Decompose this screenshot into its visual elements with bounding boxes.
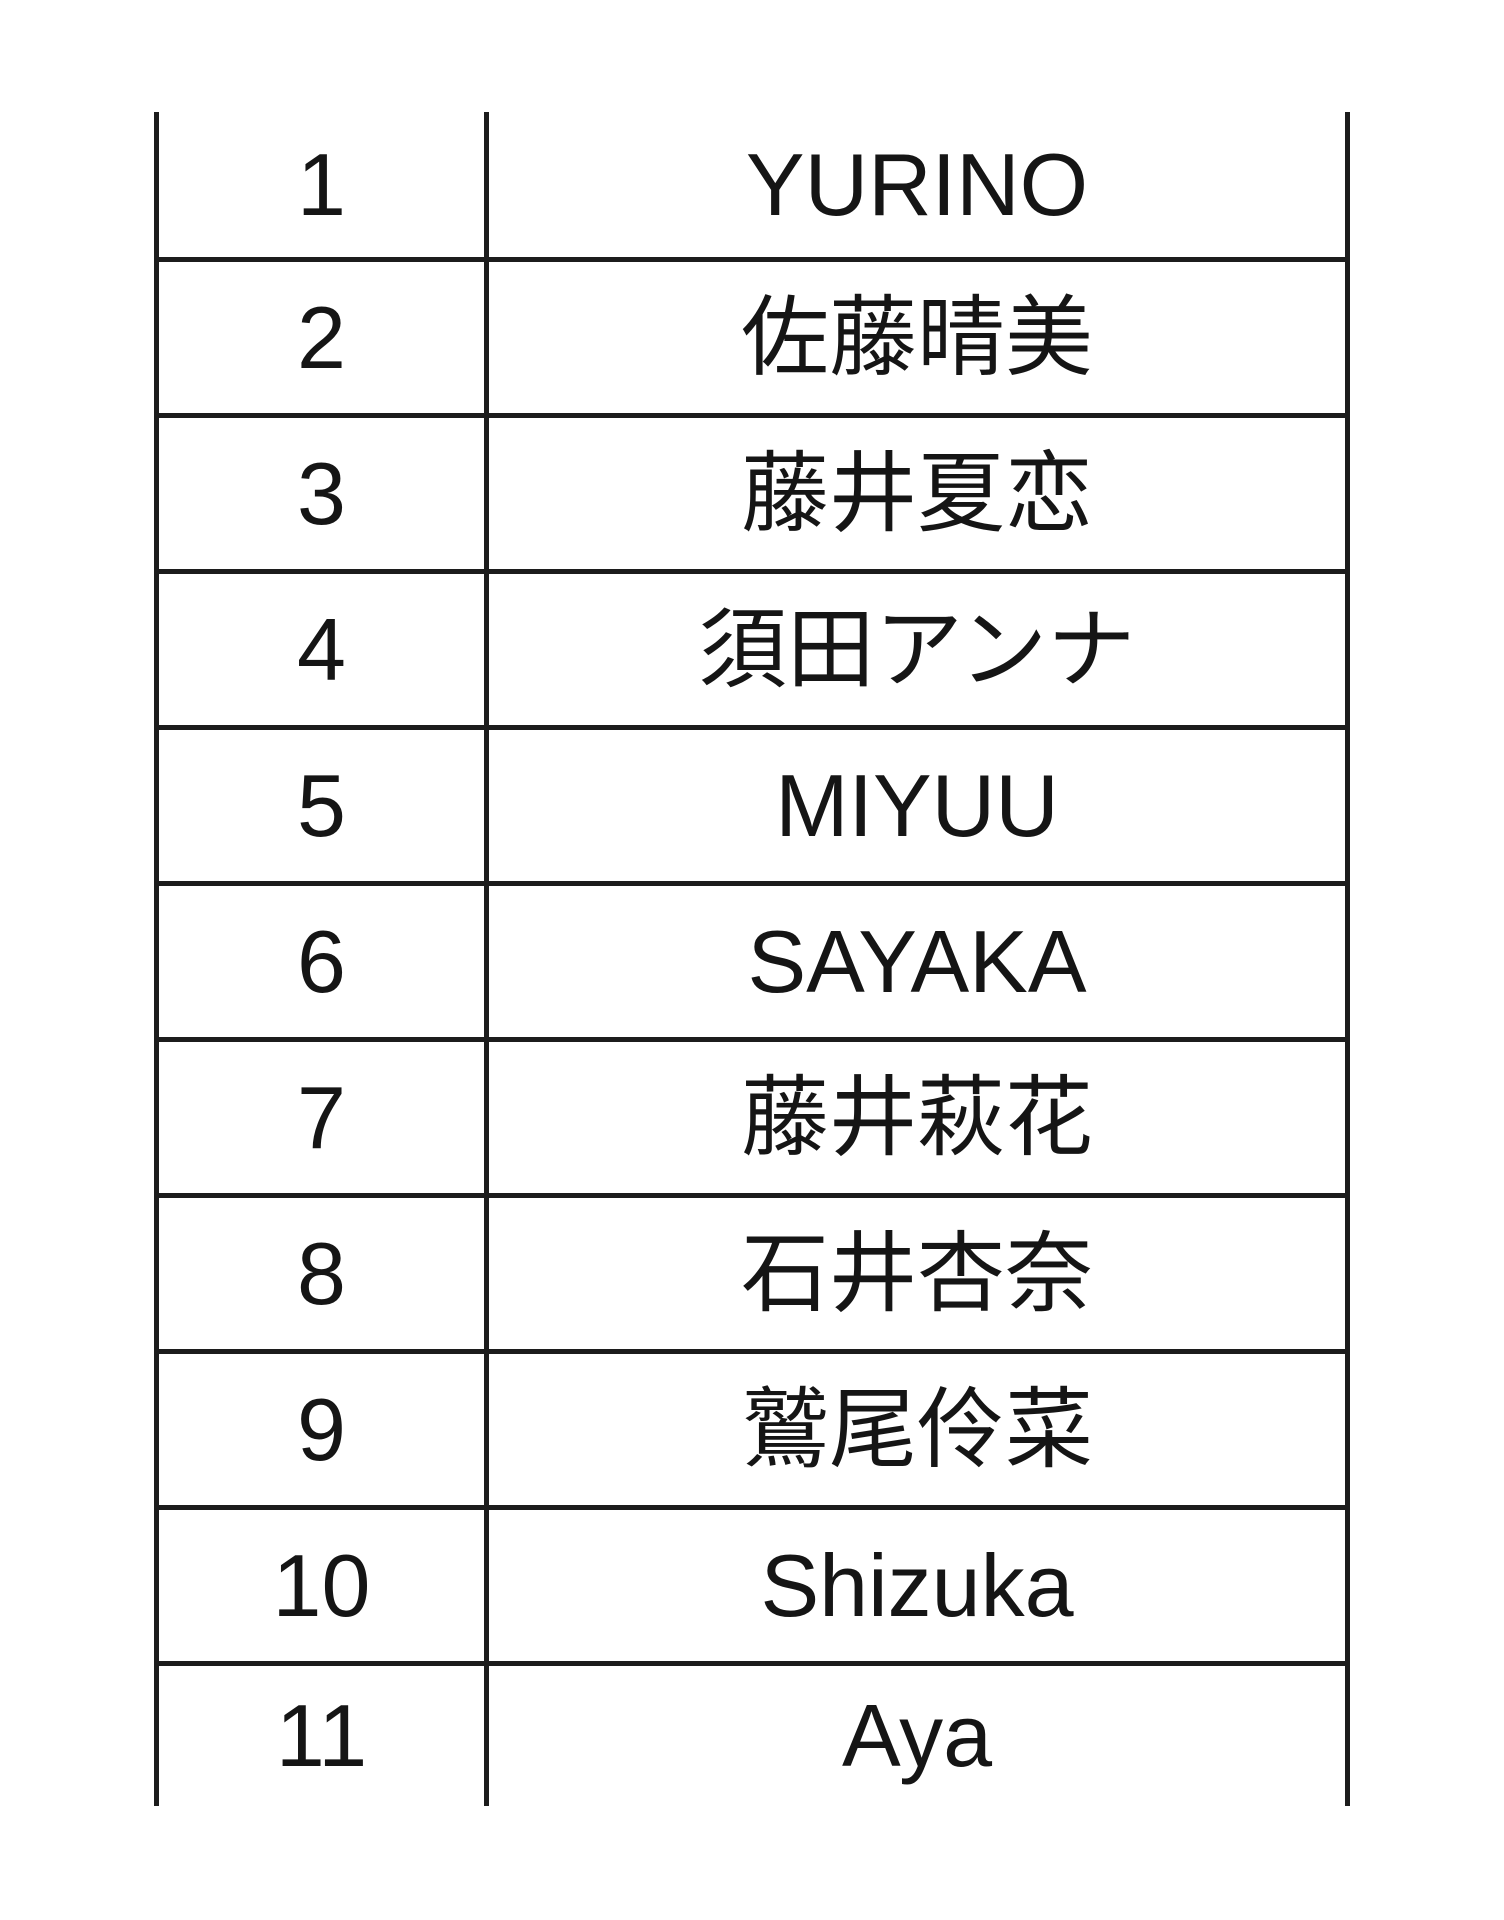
rank-cell: 5: [154, 730, 489, 881]
rank-cell: 3: [154, 418, 489, 569]
table-row: 7 藤井萩花: [154, 1042, 1350, 1198]
rank-cell: 4: [154, 574, 489, 725]
table-row: 9 鷲尾伶菜: [154, 1354, 1350, 1510]
table-row: 8 石井杏奈: [154, 1198, 1350, 1354]
table-row: 6 SAYAKA: [154, 886, 1350, 1042]
name-cell: 佐藤晴美: [489, 262, 1350, 413]
name-cell: SAYAKA: [489, 886, 1350, 1037]
table-row: 11 Aya: [154, 1666, 1350, 1806]
table-row: 1 YURINO: [154, 112, 1350, 262]
table-row: 5 MIYUU: [154, 730, 1350, 886]
name-cell: 藤井萩花: [489, 1042, 1350, 1193]
rank-cell: 1: [154, 112, 489, 257]
name-cell: 鷲尾伶菜: [489, 1354, 1350, 1505]
rank-cell: 8: [154, 1198, 489, 1349]
rank-cell: 11: [154, 1666, 489, 1806]
name-cell: MIYUU: [489, 730, 1350, 881]
table-row: 4 須田アンナ: [154, 574, 1350, 730]
rank-cell: 6: [154, 886, 489, 1037]
name-cell: Shizuka: [489, 1510, 1350, 1661]
rank-cell: 7: [154, 1042, 489, 1193]
rank-cell: 9: [154, 1354, 489, 1505]
name-cell: 須田アンナ: [489, 574, 1350, 725]
name-cell: Aya: [489, 1666, 1350, 1806]
table-row: 2 佐藤晴美: [154, 262, 1350, 418]
rank-cell: 10: [154, 1510, 489, 1661]
name-cell: YURINO: [489, 112, 1350, 257]
rank-cell: 2: [154, 262, 489, 413]
member-table: 1 YURINO 2 佐藤晴美 3 藤井夏恋 4 須田アンナ 5 MIYUU 6…: [154, 112, 1350, 1806]
name-cell: 藤井夏恋: [489, 418, 1350, 569]
table-row: 3 藤井夏恋: [154, 418, 1350, 574]
table-row: 10 Shizuka: [154, 1510, 1350, 1666]
name-cell: 石井杏奈: [489, 1198, 1350, 1349]
